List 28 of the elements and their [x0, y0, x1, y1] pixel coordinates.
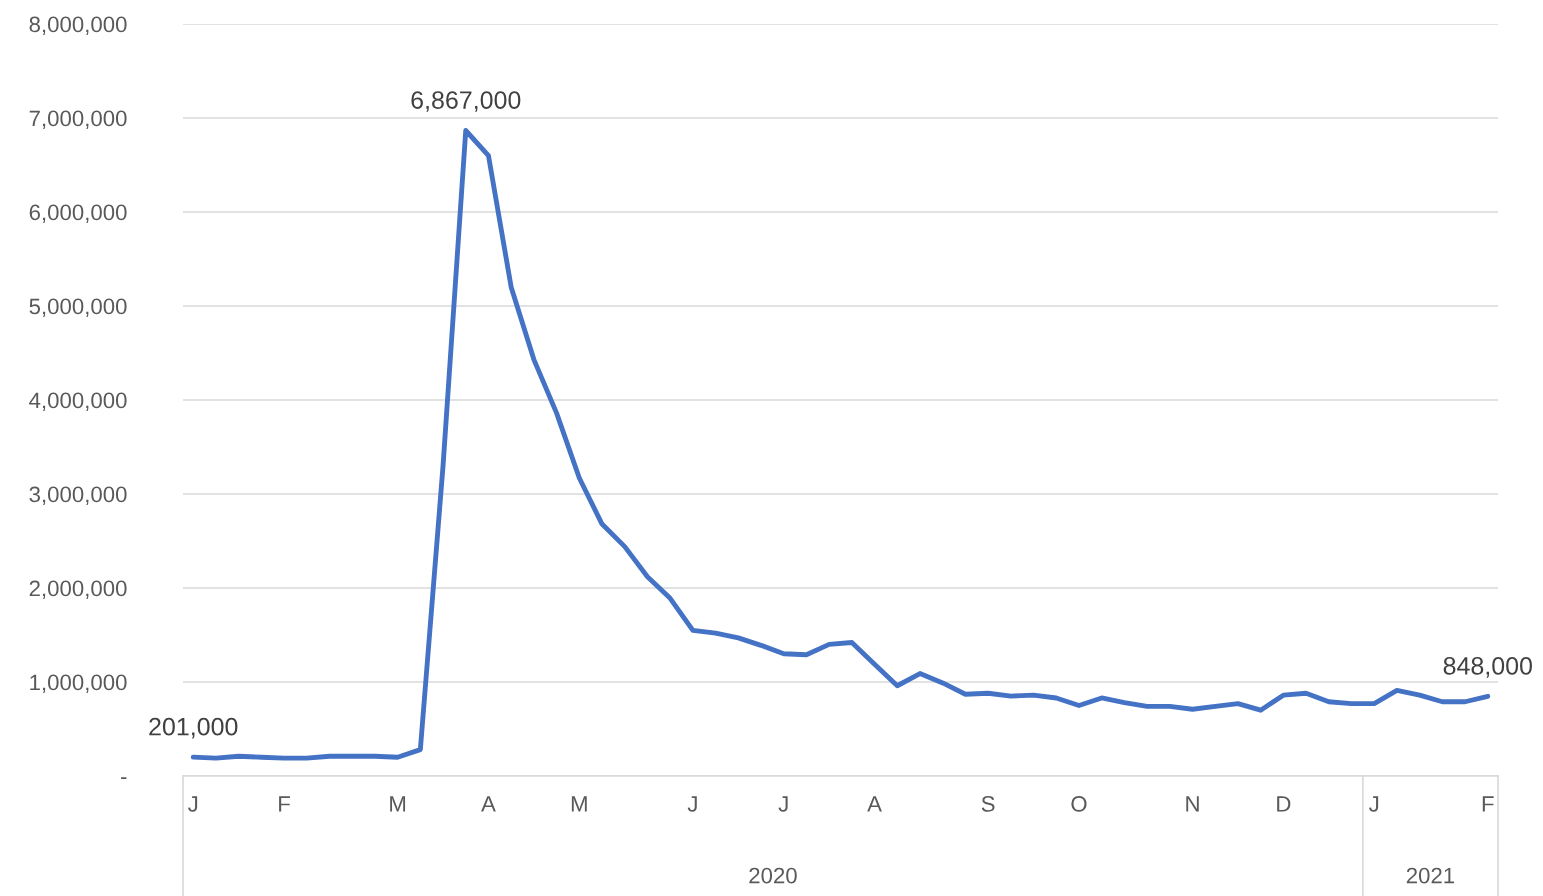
text: 2020 [749, 867, 797, 884]
data-label: 848,000 [1443, 656, 1532, 678]
x-tick-label: S [981, 796, 995, 812]
y-tick-label: 1,000,000 [30, 674, 127, 693]
x-tick-label: A [867, 796, 882, 812]
y-tick-label: 5,000,000 [29, 298, 127, 317]
x-tick-label: M [390, 796, 406, 812]
y-tick-label: 4,000,000 [29, 392, 127, 411]
data-label: 6,867,000 [411, 91, 521, 112]
x-tick-label: J [1369, 796, 1379, 812]
x-tick-label: J [687, 796, 697, 812]
x-tick-label: O [1071, 796, 1087, 812]
y-tick-label: 6,000,000 [29, 204, 127, 223]
x-tick-label: D [1277, 796, 1291, 812]
y-tick-label: 8,000,000 [29, 16, 127, 35]
x-tick-label: A [481, 796, 496, 812]
y-tick-label: 2,000,000 [29, 580, 127, 599]
data-label: 201,000 [149, 717, 238, 739]
x-tick-label: F [1482, 796, 1494, 812]
y-tick-label: 3,000,000 [29, 486, 127, 505]
x-tick-label: M [571, 796, 587, 812]
x-tick-label: J [188, 796, 198, 812]
y-tick-label: 7,000,000 [29, 110, 127, 129]
y-tick-label: - [121, 777, 127, 780]
x-tick-label: F [279, 796, 290, 812]
x-tick-label: N [1186, 796, 1199, 812]
x-tick-label: J [778, 796, 788, 812]
text: 2021 [1406, 867, 1455, 884]
